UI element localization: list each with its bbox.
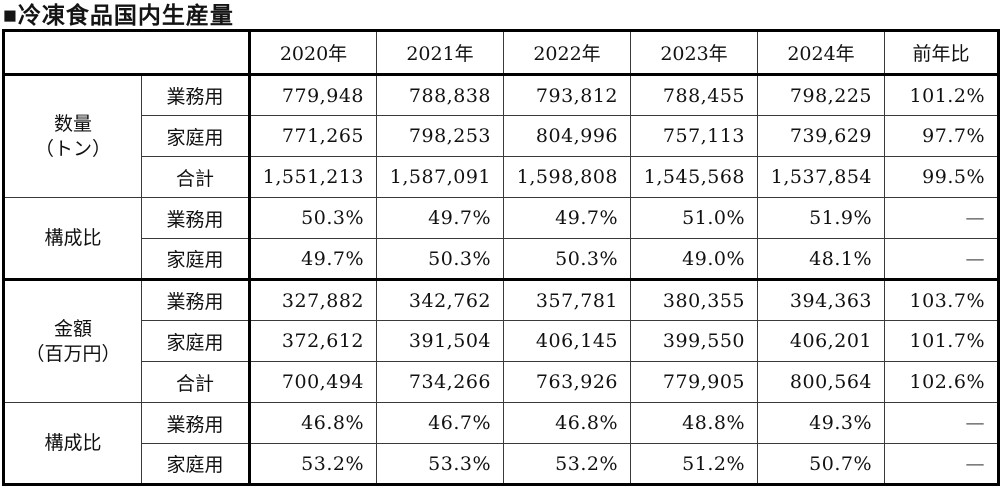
value-cell: 342,762 bbox=[376, 278, 504, 321]
value-cell: 1,598,808 bbox=[503, 156, 631, 198]
value-cell: 700,494 bbox=[248, 361, 377, 403]
value-cell: 51.9% bbox=[757, 197, 885, 239]
table-row: 家庭用 53.2% 53.3% 53.2% 51.2% 50.7% — bbox=[4, 443, 999, 485]
group-label-amount: 金額 （百万円） bbox=[3, 278, 142, 403]
col-header-yoy: 前年比 bbox=[884, 30, 999, 76]
value-cell: 327,882 bbox=[248, 278, 377, 321]
value-cell: 1,551,213 bbox=[248, 156, 377, 198]
group-label-quantity: 数量 （トン） bbox=[3, 74, 142, 198]
col-header-2024: 2024年 bbox=[757, 30, 885, 76]
value-cell: 357,781 bbox=[503, 278, 631, 321]
group-label-composition-amount: 構成比 bbox=[3, 402, 142, 485]
table-row: 家庭用 49.7% 50.3% 50.3% 49.0% 48.1% — bbox=[4, 238, 999, 280]
value-cell: 49.7% bbox=[248, 238, 377, 280]
col-header-2020: 2020年 bbox=[248, 30, 377, 76]
group-label-composition-quantity: 構成比 bbox=[3, 197, 142, 280]
value-cell: 53.3% bbox=[376, 443, 504, 485]
value-cell: 757,113 bbox=[630, 115, 758, 157]
value-cell: 788,838 bbox=[376, 74, 504, 116]
table-row: 金額 （百万円） 業務用 327,882 342,762 357,781 380… bbox=[3, 278, 999, 403]
yoy-cell: 99.5% bbox=[884, 156, 999, 198]
row-label: 家庭用 bbox=[141, 238, 250, 280]
corner-cell bbox=[3, 30, 250, 76]
col-header-2022: 2022年 bbox=[503, 30, 631, 76]
value-cell: 800,564 bbox=[757, 361, 885, 403]
value-cell: 788,455 bbox=[630, 74, 758, 116]
col-header-2023: 2023年 bbox=[630, 30, 758, 76]
value-cell: 49.7% bbox=[376, 197, 504, 239]
header-row: 2020年 2021年 2022年 2023年 2024年 前年比 bbox=[3, 30, 999, 76]
value-cell: 50.3% bbox=[248, 197, 377, 239]
yoy-cell: — bbox=[884, 197, 999, 239]
value-cell: 391,504 bbox=[376, 320, 504, 362]
value-cell: 739,629 bbox=[757, 115, 885, 157]
row-label: 家庭用 bbox=[141, 443, 250, 485]
value-cell: 50.3% bbox=[503, 238, 631, 280]
col-header-2021: 2021年 bbox=[376, 30, 504, 76]
row-label: 合計 bbox=[141, 361, 250, 403]
row-label: 合計 bbox=[141, 156, 250, 198]
yoy-cell: 103.7% bbox=[884, 278, 999, 321]
value-cell: 771,265 bbox=[248, 115, 377, 157]
value-cell: 763,926 bbox=[503, 361, 631, 403]
yoy-cell: — bbox=[884, 402, 999, 444]
value-cell: 798,253 bbox=[376, 115, 504, 157]
value-cell: 804,996 bbox=[503, 115, 631, 157]
table-row: 家庭用 771,265 798,253 804,996 757,113 739,… bbox=[4, 115, 999, 157]
value-cell: 1,537,854 bbox=[757, 156, 885, 198]
value-cell: 406,201 bbox=[757, 320, 885, 362]
value-cell: 779,905 bbox=[630, 361, 758, 403]
value-cell: 50.7% bbox=[757, 443, 885, 485]
value-cell: 49.3% bbox=[757, 402, 885, 444]
value-cell: 399,550 bbox=[630, 320, 758, 362]
value-cell: 51.2% bbox=[630, 443, 758, 485]
table-row: 構成比 業務用 50.3% 49.7% 49.7% 51.0% 51.9% — bbox=[3, 197, 999, 280]
yoy-cell: 101.7% bbox=[884, 320, 999, 362]
yoy-cell: 97.7% bbox=[884, 115, 999, 157]
value-cell: 372,612 bbox=[248, 320, 377, 362]
yoy-cell: 101.2% bbox=[884, 74, 999, 116]
value-cell: 46.8% bbox=[503, 402, 631, 444]
row-label: 業務用 bbox=[141, 74, 250, 116]
value-cell: 51.0% bbox=[630, 197, 758, 239]
yoy-cell: 102.6% bbox=[884, 361, 999, 403]
value-cell: 50.3% bbox=[376, 238, 504, 280]
row-label: 家庭用 bbox=[141, 320, 250, 362]
table-row: 構成比 業務用 46.8% 46.7% 46.8% 48.8% 49.3% — bbox=[3, 402, 999, 485]
value-cell: 394,363 bbox=[757, 278, 885, 321]
value-cell: 46.7% bbox=[376, 402, 504, 444]
value-cell: 46.8% bbox=[248, 402, 377, 444]
table-row: 合計 1,551,213 1,587,091 1,598,808 1,545,5… bbox=[4, 156, 999, 198]
value-cell: 53.2% bbox=[248, 443, 377, 485]
value-cell: 49.0% bbox=[630, 238, 758, 280]
table-row: 合計 700,494 734,266 763,926 779,905 800,5… bbox=[4, 361, 999, 403]
value-cell: 406,145 bbox=[503, 320, 631, 362]
value-cell: 793,812 bbox=[503, 74, 631, 116]
value-cell: 48.8% bbox=[630, 402, 758, 444]
value-cell: 734,266 bbox=[376, 361, 504, 403]
yoy-cell: — bbox=[884, 238, 999, 280]
page-title: ■冷凍食品国内生産量 bbox=[3, 2, 234, 28]
production-table: 2020年 2021年 2022年 2023年 2024年 前年比 数量 （トン… bbox=[2, 29, 1000, 486]
value-cell: 48.1% bbox=[757, 238, 885, 280]
value-cell: 1,545,568 bbox=[630, 156, 758, 198]
value-cell: 779,948 bbox=[248, 74, 377, 116]
yoy-cell: — bbox=[884, 443, 999, 485]
value-cell: 49.7% bbox=[503, 197, 631, 239]
row-label: 家庭用 bbox=[141, 115, 250, 157]
row-label: 業務用 bbox=[141, 197, 250, 239]
row-label: 業務用 bbox=[141, 278, 250, 321]
value-cell: 380,355 bbox=[630, 278, 758, 321]
value-cell: 53.2% bbox=[503, 443, 631, 485]
value-cell: 798,225 bbox=[757, 74, 885, 116]
table-row: 数量 （トン） 業務用 779,948 788,838 793,812 788,… bbox=[3, 74, 999, 198]
table-row: 家庭用 372,612 391,504 406,145 399,550 406,… bbox=[4, 320, 999, 362]
value-cell: 1,587,091 bbox=[376, 156, 504, 198]
row-label: 業務用 bbox=[141, 402, 250, 444]
